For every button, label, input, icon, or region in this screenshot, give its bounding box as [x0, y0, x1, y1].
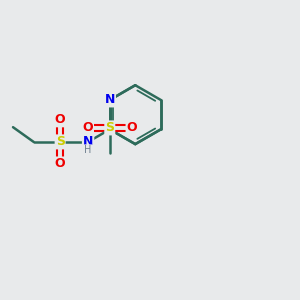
Text: N: N	[83, 135, 93, 148]
Text: N: N	[105, 93, 115, 106]
Text: S: S	[56, 135, 64, 148]
Text: O: O	[82, 122, 93, 134]
Text: H: H	[84, 145, 92, 155]
Text: O: O	[127, 122, 137, 134]
Text: S: S	[105, 122, 114, 134]
Text: O: O	[55, 158, 65, 170]
Text: O: O	[55, 113, 65, 126]
